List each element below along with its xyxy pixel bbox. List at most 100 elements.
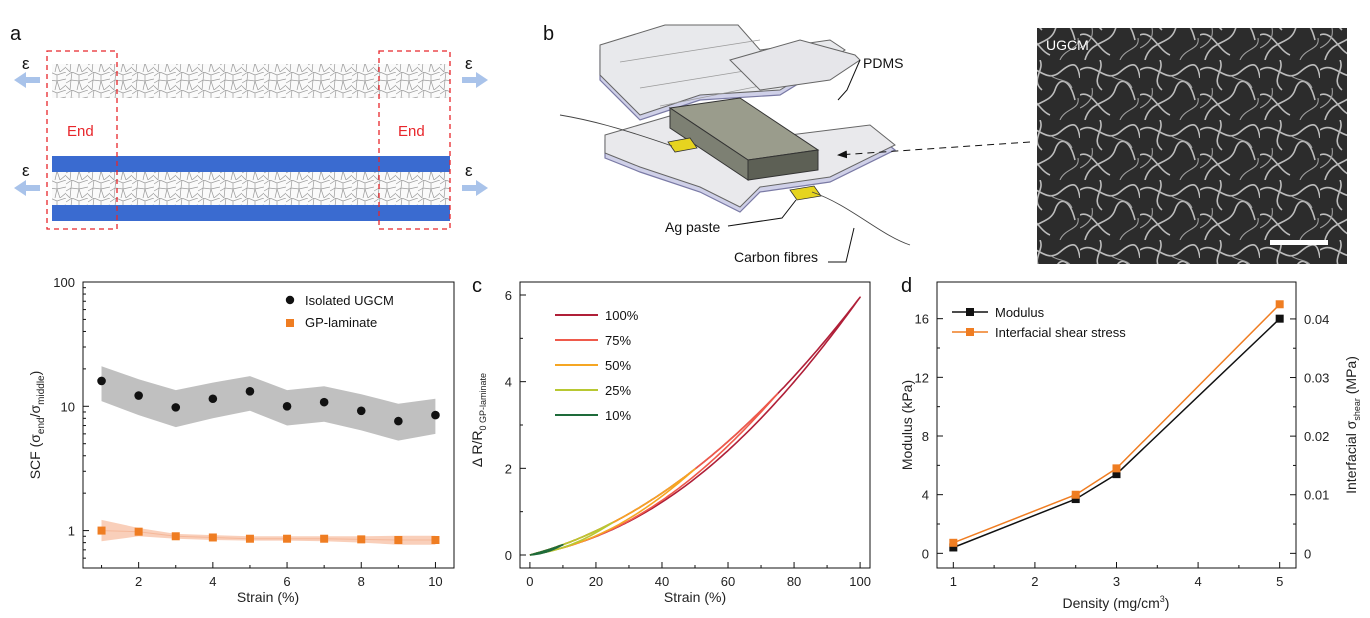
d-y-tick-label-left: 8 <box>922 429 929 444</box>
d-y-tick-label-left: 0 <box>922 546 929 561</box>
c-plot-frame <box>519 281 871 569</box>
scf-y-tick-label: 1 <box>68 524 75 539</box>
c-x-tick-label: 0 <box>526 574 533 589</box>
scf-point-gp-laminate <box>283 534 292 543</box>
d-x-tick-label: 5 <box>1276 574 1283 589</box>
scf-y-tick-label: 100 <box>53 275 75 290</box>
c-x-label: Strain (%) <box>664 589 726 605</box>
c-legend-label: 75% <box>605 333 631 348</box>
legend-label-gp-laminate: GP-laminate <box>305 315 377 330</box>
d-point-shear <box>1275 300 1284 309</box>
d-point-modulus <box>949 543 958 552</box>
sem-image <box>1037 28 1347 264</box>
c-legend: 100% 75% 50% 25% 10% <box>555 308 639 423</box>
d-x-tick-label: 3 <box>1113 574 1120 589</box>
ugcm-strip-isolated <box>52 64 450 98</box>
scf-x-tick-label: 2 <box>135 574 142 589</box>
c-x-tick-label: 40 <box>655 574 669 589</box>
strain-symbol-right-top: ε <box>465 54 473 73</box>
c-x-tick-label: 100 <box>849 574 871 589</box>
d-point-shear <box>1071 490 1080 499</box>
panel-letter-b: b <box>543 23 554 45</box>
legend-label-shear: Interfacial shear stress <box>995 325 1126 340</box>
c-legend-label: 25% <box>605 383 631 398</box>
d-point-modulus <box>1275 314 1284 323</box>
scf-y-label: SCF (σend/σmiddle) <box>27 371 47 480</box>
carbon-fibre-right <box>811 191 911 246</box>
d-y-tick-label-right: 0 <box>1304 546 1311 561</box>
c-legend-label: 10% <box>605 408 631 423</box>
c-x-tick-label: 60 <box>721 574 735 589</box>
scf-legend: Isolated UGCM GP-laminate <box>285 293 394 330</box>
graphene-layer-top <box>52 156 450 172</box>
scf-point-isolated-ugcm <box>356 406 366 416</box>
d-legend: Modulus Interfacial shear stress <box>952 305 1126 340</box>
panel-letter-a: a <box>10 23 22 45</box>
scf-point-gp-laminate <box>394 535 403 544</box>
scf-point-isolated-ugcm <box>171 403 181 412</box>
scf-x-tick-label: 8 <box>358 574 365 589</box>
end-label-left: End <box>67 123 94 140</box>
scf-line-gp-laminate <box>101 530 436 541</box>
legend-label-modulus: Modulus <box>995 305 1045 320</box>
legend-label-isolated-ugcm: Isolated UGCM <box>305 293 394 308</box>
d-x-label: Density (mg/cm3) <box>1063 594 1170 611</box>
scf-x-tick-label: 10 <box>428 574 442 589</box>
d-y-tick-label-right: 0.02 <box>1304 429 1329 444</box>
scf-point-gp-laminate <box>357 535 366 544</box>
chart-scf: 2 4 6 8 10 1 10 100 Strain (%) SCF (σend/σmiddl… <box>27 275 455 605</box>
scf-plot-frame <box>82 281 455 569</box>
d-x-tick-label: 2 <box>1031 574 1038 589</box>
scf-point-isolated-ugcm <box>245 387 255 396</box>
d-line-modulus <box>953 318 1281 549</box>
sem-label: UGCM <box>1046 37 1089 53</box>
ag-paste-leader <box>727 199 797 227</box>
d-y-tick-label-left: 4 <box>922 488 929 503</box>
strain-arrow-right-bottom-icon <box>462 180 488 196</box>
c-y-tick-label: 4 <box>505 375 512 390</box>
d-line-shear <box>953 303 1281 544</box>
scf-band-isolated-ugcm <box>101 366 436 441</box>
end-label-right: End <box>398 123 425 140</box>
d-point-shear <box>949 538 958 547</box>
d-x-tick-label: 4 <box>1194 574 1201 589</box>
d-x-tick-label: 1 <box>950 574 957 589</box>
scf-x-tick-label: 6 <box>283 574 290 589</box>
strain-symbol-left-top: ε <box>22 54 30 73</box>
d-y-tick-label-left: 16 <box>915 312 929 327</box>
d-y-tick-label-right: 0.04 <box>1304 312 1329 327</box>
pdms-leader <box>837 59 861 101</box>
c-series-25pct <box>529 521 614 556</box>
scf-point-isolated-ugcm <box>319 397 329 407</box>
strain-symbol-left-bottom: ε <box>22 161 30 180</box>
graphene-layer-bottom <box>52 205 450 221</box>
scf-point-gp-laminate <box>245 534 254 543</box>
c-series-50pct <box>529 468 696 556</box>
d-point-modulus <box>1112 470 1121 479</box>
ugcm-block-front <box>669 107 749 181</box>
c-series-10pct <box>529 543 564 556</box>
d-point-modulus <box>1071 495 1080 504</box>
scf-x-tick-label: 4 <box>209 574 216 589</box>
c-series-100pct <box>529 296 861 556</box>
zoom-arrow-icon <box>837 141 1031 159</box>
d-point-shear <box>1112 464 1121 473</box>
scf-x-label: Strain (%) <box>237 589 299 605</box>
c-y-label: Δ R/R0 GP-laminate <box>469 373 488 467</box>
scf-point-gp-laminate <box>208 533 217 542</box>
c-series-75pct <box>529 393 779 556</box>
d-y-tick-label-right: 0.01 <box>1304 488 1329 503</box>
c-legend-label: 100% <box>605 308 639 323</box>
d-y-label-left: Modulus (kPa) <box>899 380 915 470</box>
chart-c: c 0 20 40 60 80 100 0 2 4 6 Strain (%) Δ R/R0 GP-… <box>469 275 871 605</box>
strain-arrows <box>14 72 488 196</box>
legend-marker-isolated-ugcm <box>285 295 295 305</box>
end-box-right <box>378 50 451 230</box>
pdms-label: PDMS <box>863 55 903 71</box>
ag-paste-label: Ag paste <box>665 219 720 235</box>
scf-point-isolated-ugcm <box>97 376 106 386</box>
c-y-tick-label: 6 <box>505 288 512 303</box>
c-legend-label: 50% <box>605 358 631 373</box>
panel-letter-c: c <box>472 275 482 297</box>
d-y-label-right: Interfacial σshear (MPa) <box>1343 356 1362 494</box>
